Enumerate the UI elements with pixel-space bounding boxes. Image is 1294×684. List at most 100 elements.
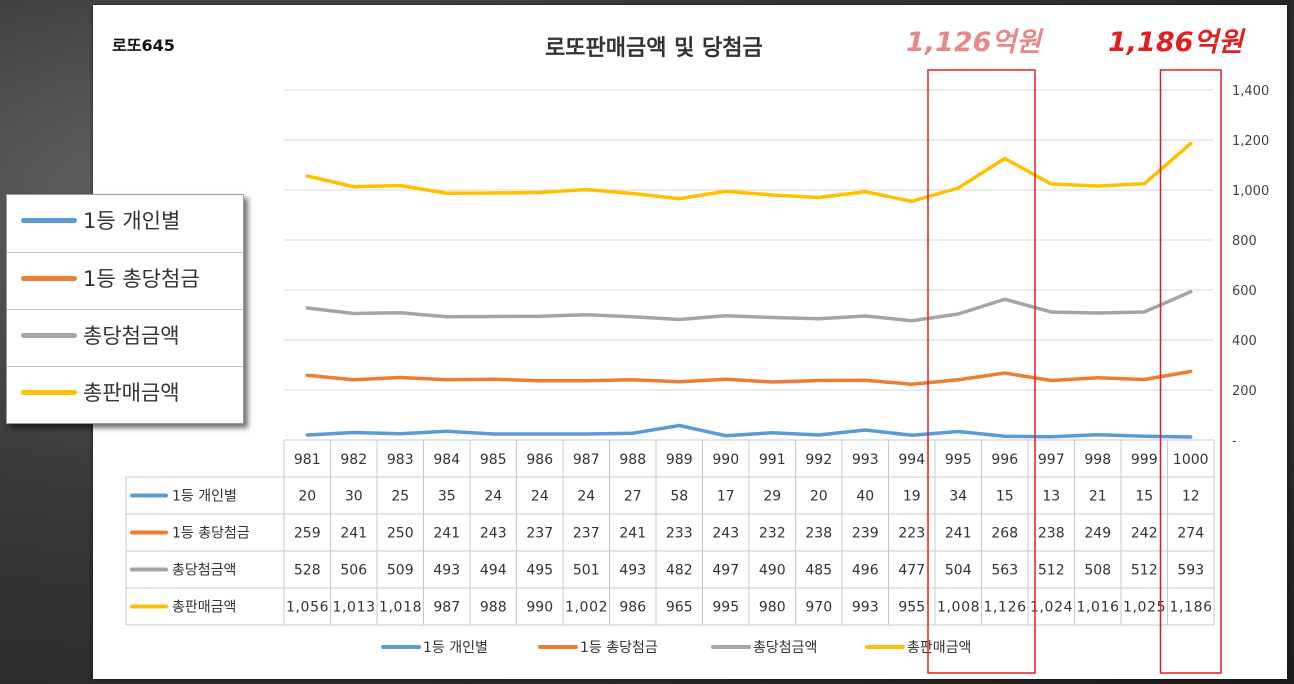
data-label: 563 [991,563,1018,579]
data-label: 1,025 [1123,600,1166,616]
data-label: 970 [805,600,832,616]
data-label: 506 [340,563,367,579]
data-label: 512 [1131,563,1158,579]
x-tick-label: 994 [898,452,925,468]
data-point-total-prize [678,318,681,321]
data-label: 241 [340,526,367,542]
x-tick-label: 981 [294,452,321,468]
data-label: 24 [484,489,502,505]
data-label: 27 [624,489,642,505]
x-tick-label: 996 [991,452,1018,468]
data-point-total-sales [445,192,448,195]
data-point-total-sales [817,196,820,199]
data-point-total-sales [585,188,588,191]
x-tick-label: 990 [712,452,739,468]
data-point-total-prize [724,314,727,317]
x-tick-label: 991 [759,452,786,468]
data-label: 1,008 [937,600,980,616]
legend-label: 1등 총당첨금 [83,267,200,291]
data-label: 496 [852,563,879,579]
data-point-total-sales [399,184,402,187]
data-point-total-sales [1143,182,1146,185]
data-point-1st-individual [864,429,867,431]
y-tick-label: 800 [1232,234,1257,249]
data-label: 993 [852,600,879,616]
data-point-1st-individual [1189,436,1192,438]
data-label: 990 [526,600,553,616]
x-tick-label: 1000 [1173,452,1209,468]
data-point-1st-total [817,379,820,382]
callout-1000: 1,186억원 [1108,27,1244,58]
data-label: 512 [1038,563,1065,579]
data-point-total-prize [1143,311,1146,313]
data-label: 495 [526,563,553,579]
data-point-1st-individual [492,433,495,435]
data-label: 482 [666,563,693,579]
data-label: 25 [391,489,409,505]
data-label: 233 [666,526,693,542]
data-point-1st-individual [306,434,309,436]
bottom-legend-label: 1등 총당첨금 [580,640,658,656]
x-tick-label: 982 [340,452,367,468]
x-tick-label: 998 [1084,452,1111,468]
data-point-1st-total [678,380,681,383]
data-point-1st-total [445,378,448,381]
data-point-total-prize [910,319,913,322]
x-tick-label: 985 [480,452,507,468]
x-tick-label: 986 [526,452,553,468]
highlight-box-1 [1159,69,1222,674]
data-point-1st-individual [631,432,634,435]
data-label: 965 [666,600,693,616]
highlight-box-0 [927,69,1036,674]
data-point-total-sales [1050,183,1053,185]
data-label: 988 [480,600,507,616]
data-point-1st-total [1096,376,1099,379]
data-point-1st-individual [724,434,727,437]
data-point-1st-individual [817,434,820,436]
data-label: 497 [712,563,739,579]
data-point-1st-total [1050,379,1053,382]
data-point-total-prize [957,313,960,315]
legend-box: 1등 개인별 1등 총당첨금 총당첨금액 총판매금액 [6,194,244,424]
data-point-1st-total [1189,370,1192,373]
series-line-1st-individual [305,423,1193,439]
y-tick-label: 1,200 [1232,134,1269,149]
data-point-1st-total [631,378,634,381]
data-point-total-prize [306,307,309,309]
data-label: 980 [759,600,786,616]
data-label: 493 [619,563,646,579]
data-label: 242 [1131,526,1158,542]
legend-label: 총판매금액 [83,381,180,405]
data-point-total-prize [817,317,820,320]
x-tick-label: 995 [945,452,972,468]
data-point-1st-total [724,378,727,381]
series-line-total-prize [305,290,1193,323]
data-point-total-sales [492,192,495,194]
data-label: 995 [712,600,739,616]
data-label: 1,016 [1077,600,1120,616]
y-tick-label: 1,400 [1232,84,1269,99]
data-label: 250 [387,526,414,542]
data-point-total-prize [1189,290,1192,293]
data-label: 501 [573,563,600,579]
data-label: 259 [294,526,321,542]
legend-label: 1등 개인별 [83,209,181,233]
data-point-total-sales [771,194,774,196]
data-label: 249 [1084,526,1111,542]
data-label: 274 [1177,526,1204,542]
x-tick-label: 983 [387,452,414,468]
legend-item-total-sales: 총판매금액 [7,366,243,417]
data-label: 504 [945,563,972,579]
data-label: 243 [712,526,739,542]
data-point-1st-individual [538,433,541,435]
data-point-1st-individual [957,430,960,433]
data-point-total-prize [399,311,402,314]
y-tick-label: - [1232,434,1237,449]
series-line-total-sales [305,141,1193,203]
y-tick-label: 1,000 [1232,184,1269,199]
data-label: 243 [480,526,507,542]
data-point-1st-total [957,378,960,381]
data-label: 1,002 [565,600,608,616]
legend-label: 총당첨금액 [83,324,180,348]
